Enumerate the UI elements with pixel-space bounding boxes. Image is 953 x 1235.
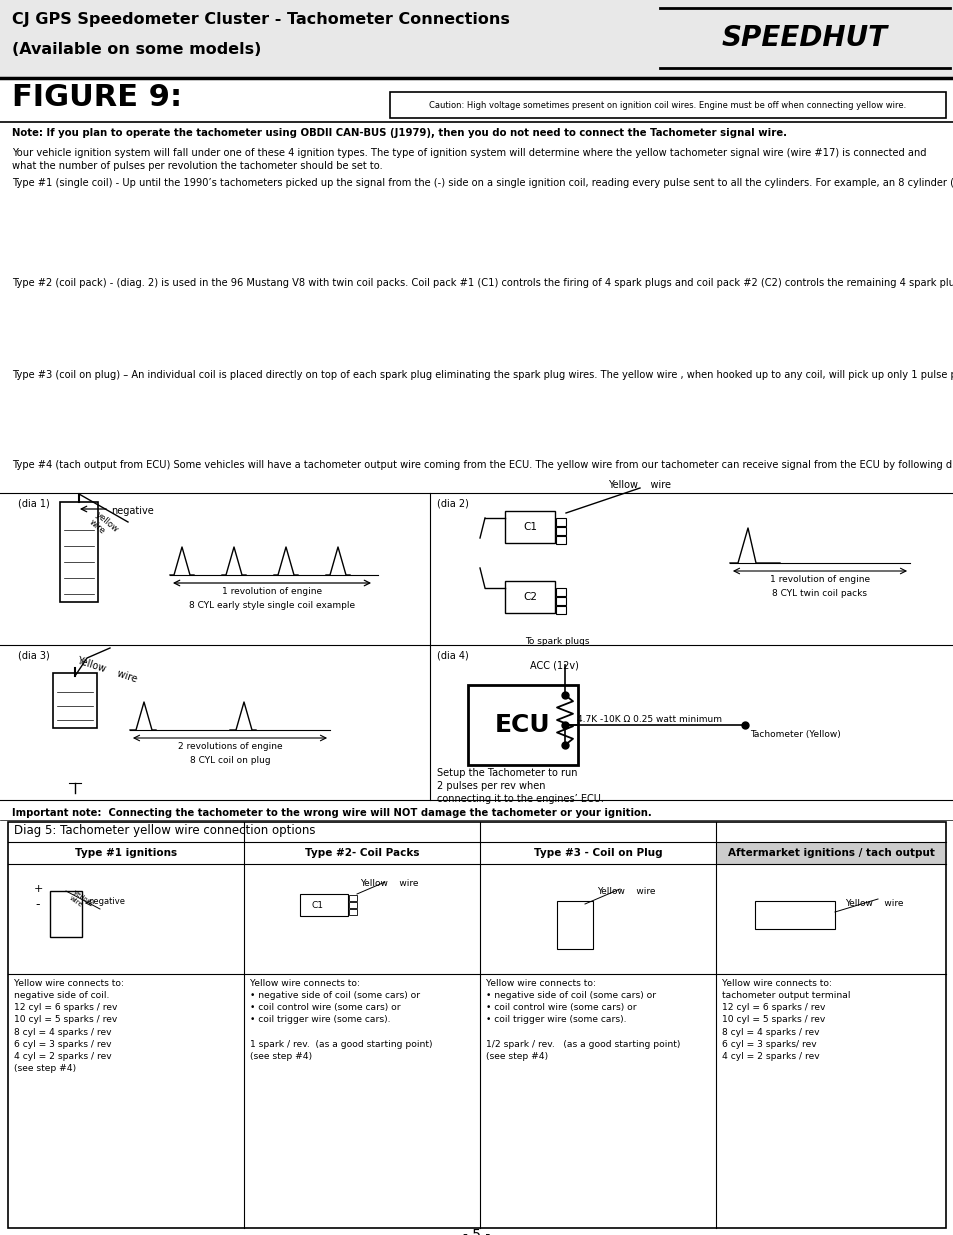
Text: 1 revolution of engine: 1 revolution of engine	[222, 587, 322, 597]
Text: Type #3 - Coil on Plug: Type #3 - Coil on Plug	[533, 848, 661, 858]
Bar	[556, 517, 565, 526]
Text: C1: C1	[312, 900, 324, 909]
Bar	[53, 673, 97, 727]
Bar	[717, 842, 944, 864]
Bar	[349, 895, 356, 902]
Text: Yellow    wire: Yellow wire	[597, 887, 655, 897]
Bar	[299, 894, 348, 916]
Text: Type #2 (coil pack) - (diag. 2) is used in the 96 Mustang V8 with twin coil pack: Type #2 (coil pack) - (diag. 2) is used …	[12, 278, 953, 288]
Bar	[556, 527, 565, 535]
Bar	[0, 0, 953, 78]
Text: Yellow wire connects to:
tachometer output terminal
12 cyl = 6 sparks / rev
10 c: Yellow wire connects to: tachometer outp…	[721, 979, 850, 1061]
Bar	[556, 606, 565, 614]
Text: Important note:  Connecting the tachometer to the wrong wire will NOT damage the: Important note: Connecting the tachomete…	[12, 808, 651, 818]
Text: Type #3 (coil on plug) – An individual coil is placed directly on top of each sp: Type #3 (coil on plug) – An individual c…	[12, 370, 953, 380]
Bar	[754, 902, 834, 929]
Text: 2 revolutions of engine: 2 revolutions of engine	[177, 742, 282, 751]
Text: FIGURE 9:: FIGURE 9:	[12, 83, 182, 112]
Text: Yellow wire connects to:
• negative side of coil (some cars) or
• coil control w: Yellow wire connects to: • negative side…	[250, 979, 432, 1061]
Text: 1 revolution of engine: 1 revolution of engine	[769, 576, 869, 584]
Text: yellow
wire: yellow wire	[68, 889, 93, 913]
Text: +: +	[33, 884, 43, 894]
Text: Yellow    wire: Yellow wire	[359, 879, 418, 888]
Text: Type #1 (single coil) - Up until the 1990’s tachometers picked up the signal fro: Type #1 (single coil) - Up until the 199…	[12, 178, 953, 188]
Text: Type #1 ignitions: Type #1 ignitions	[75, 848, 177, 858]
Text: Note: If you plan to operate the tachometer using OBDII CAN-BUS (J1979), then yo: Note: If you plan to operate the tachome…	[12, 128, 786, 138]
Text: Type #4 (tach output from ECU) Some vehicles will have a tachometer output wire : Type #4 (tach output from ECU) Some vehi…	[12, 459, 953, 471]
Bar	[349, 909, 356, 915]
Bar	[556, 597, 565, 605]
Text: CJ GPS Speedometer Cluster - Tachometer Connections: CJ GPS Speedometer Cluster - Tachometer …	[12, 12, 509, 27]
Bar	[557, 902, 593, 948]
Text: (Available on some models): (Available on some models)	[12, 42, 261, 57]
Text: negative: negative	[111, 506, 153, 516]
Text: Setup the Tachometer to run
2 pulses per rev when
connecting it to the engines’ : Setup the Tachometer to run 2 pulses per…	[436, 768, 603, 804]
Text: Your vehicle ignition system will fall under one of these 4 ignition types. The : Your vehicle ignition system will fall u…	[12, 148, 925, 170]
Text: C1: C1	[522, 522, 537, 532]
Text: ACC (12v): ACC (12v)	[530, 659, 578, 671]
Text: -: -	[35, 899, 40, 911]
Bar	[390, 91, 945, 119]
Bar	[556, 588, 565, 597]
Text: Yellow wire connects to:
• negative side of coil (some cars) or
• coil control w: Yellow wire connects to: • negative side…	[485, 979, 679, 1061]
Text: (dia 3): (dia 3)	[18, 650, 50, 659]
Text: Yellow    wire: Yellow wire	[844, 899, 902, 908]
Text: Type #2- Coil Packs: Type #2- Coil Packs	[304, 848, 418, 858]
Bar	[50, 890, 82, 937]
Text: Yellow    wire: Yellow wire	[75, 655, 138, 684]
Bar	[0, 0, 953, 78]
Text: ECU: ECU	[495, 713, 550, 737]
Text: 4.7K -10K Ω 0.25 watt minimum: 4.7K -10K Ω 0.25 watt minimum	[577, 715, 721, 725]
Text: Yellow    wire: Yellow wire	[607, 480, 670, 490]
Text: Caution: High voltage sometimes present on ignition coil wires. Engine must be o: Caution: High voltage sometimes present …	[429, 100, 905, 110]
Text: Aftermarket ignitions / tach output: Aftermarket ignitions / tach output	[727, 848, 933, 858]
Text: Diag 5: Tachometer yellow wire connection options: Diag 5: Tachometer yellow wire connectio…	[14, 824, 315, 837]
Text: SPEEDHUT: SPEEDHUT	[721, 23, 887, 52]
Bar	[8, 823, 945, 1228]
Text: To spark plugs: To spark plugs	[524, 637, 589, 646]
Text: (dia 1): (dia 1)	[18, 499, 50, 509]
Text: Tachometer (Yellow): Tachometer (Yellow)	[749, 730, 840, 739]
Text: negative: negative	[88, 897, 125, 905]
Text: yellow
wire: yellow wire	[87, 510, 120, 542]
Text: Yellow wire connects to:
negative side of coil.
12 cyl = 6 sparks / rev
10 cyl =: Yellow wire connects to: negative side o…	[14, 979, 124, 1073]
Bar	[556, 536, 565, 543]
Text: - 5 -: - 5 -	[463, 1228, 490, 1235]
Bar	[60, 501, 98, 601]
Text: 8 CYL early style single coil example: 8 CYL early style single coil example	[189, 601, 355, 610]
Text: 8 CYL coil on plug: 8 CYL coil on plug	[190, 756, 270, 764]
Text: C2: C2	[522, 592, 537, 601]
Text: (dia 2): (dia 2)	[436, 499, 468, 509]
Bar	[504, 511, 555, 543]
Text: (dia 4): (dia 4)	[436, 650, 468, 659]
Bar	[349, 902, 356, 908]
Bar	[468, 685, 578, 764]
Text: 8 CYL twin coil packs: 8 CYL twin coil packs	[772, 589, 866, 598]
Bar	[504, 580, 555, 613]
